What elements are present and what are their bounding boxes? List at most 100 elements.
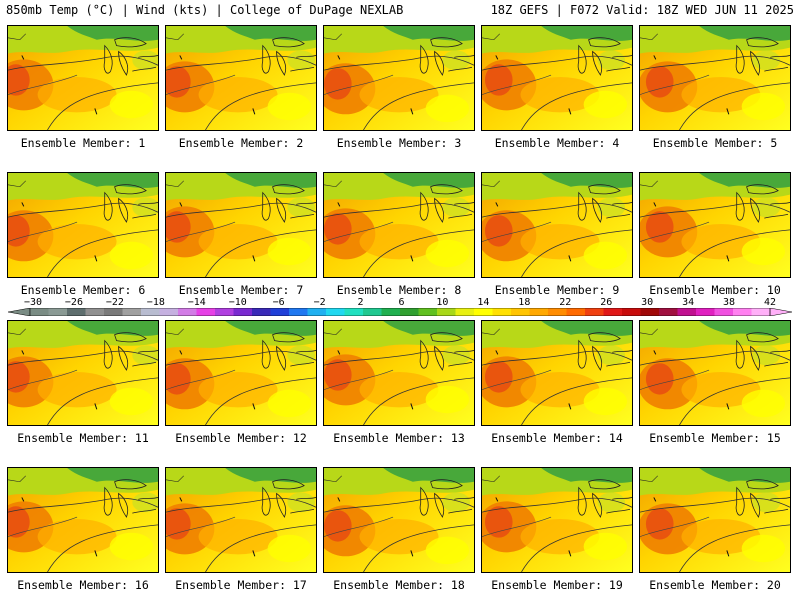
ensemble-member-label: Ensemble Member: 17 — [175, 578, 307, 592]
colorbar-swatch — [640, 308, 660, 316]
colorbar-swatch — [492, 308, 512, 316]
colorbar-tick-label: −2 — [313, 297, 326, 308]
ensemble-map-3 — [323, 25, 475, 131]
ensemble-map-18 — [323, 467, 475, 573]
colorbar-swatch — [363, 308, 382, 316]
ensemble-map-9 — [481, 172, 633, 278]
ensemble-map-16 — [7, 467, 159, 573]
colorbar-tick-label: −26 — [64, 297, 83, 308]
ensemble-map-17 — [165, 467, 317, 573]
colorbar-swatch — [733, 308, 752, 316]
colorbar-tick-label: 22 — [559, 297, 572, 308]
colorbar-tick-label: 14 — [477, 297, 490, 308]
ensemble-map-8 — [323, 172, 475, 278]
colorbar-tick-label: 42 — [763, 297, 777, 308]
ensemble-map-1 — [7, 25, 159, 131]
ensemble-map-12 — [165, 320, 317, 426]
colorbar-swatch — [122, 308, 142, 316]
map-header: 850mb Temp (°C) | Wind (kts) | College o… — [6, 3, 794, 19]
ensemble-map-2 — [165, 25, 317, 131]
ensemble-member-label: Ensemble Member: 11 — [17, 431, 149, 445]
ensemble-member-label: Ensemble Member: 15 — [649, 431, 781, 445]
colorbar-swatch — [141, 308, 160, 316]
colorbar-swatch — [252, 308, 271, 316]
ensemble-member-label: Ensemble Member: 9 — [494, 283, 620, 297]
ensemble-map-11 — [7, 320, 159, 426]
ensemble-map-14 — [481, 320, 633, 426]
colorbar-tick-label: −22 — [105, 297, 124, 308]
colorbar-tick-label: 2 — [357, 297, 364, 308]
colorbar-tick-label: 26 — [600, 297, 613, 308]
colorbar-swatch — [474, 308, 493, 316]
colorbar-swatch — [344, 308, 364, 316]
colorbar-swatch — [529, 308, 549, 316]
colorbar-swatch — [326, 308, 345, 316]
ensemble-map-5 — [639, 25, 791, 131]
ensemble-map-19 — [481, 467, 633, 573]
colorbar-swatch — [233, 308, 253, 316]
ensemble-member-label: Ensemble Member: 18 — [333, 578, 465, 592]
colorbar-tick-label: 34 — [682, 297, 695, 308]
ensemble-member-label: Ensemble Member: 14 — [491, 431, 623, 445]
colorbar-tick-label: 30 — [641, 297, 654, 308]
colorbar-swatch — [400, 308, 419, 316]
colorbar-swatch — [104, 308, 123, 316]
colorbar-swatch — [437, 308, 456, 316]
colorbar-swatch — [215, 308, 234, 316]
ensemble-map-10 — [639, 172, 791, 278]
colorbar-swatch — [511, 308, 530, 316]
colorbar-tick-label: −14 — [187, 297, 206, 308]
colorbar-tick-label: 18 — [518, 297, 531, 308]
colorbar-swatch — [85, 308, 105, 316]
colorbar-swatch — [622, 308, 641, 316]
ensemble-map-15 — [639, 320, 791, 426]
ensemble-member-label: Ensemble Member: 13 — [333, 431, 465, 445]
product-title: 850mb Temp (°C) | Wind (kts) | College o… — [6, 3, 404, 17]
colorbar-swatch — [67, 308, 86, 316]
colorbar-swatch — [455, 308, 475, 316]
ensemble-member-label: Ensemble Member: 20 — [649, 578, 781, 592]
colorbar-swatch — [566, 308, 586, 316]
colorbar-swatches — [8, 308, 792, 316]
ensemble-member-label: Ensemble Member: 7 — [178, 283, 304, 297]
ensemble-member-label: Ensemble Member: 16 — [17, 578, 149, 592]
colorbar-tick-label: −10 — [228, 297, 247, 308]
valid-time: 18Z GEFS | F072 Valid: 18Z WED JUN 11 20… — [490, 3, 794, 17]
ensemble-member-label: Ensemble Member: 6 — [20, 283, 146, 297]
colorbar-tick-label: 6 — [398, 297, 405, 308]
colorbar-swatch — [48, 308, 68, 316]
colorbar-swatch — [159, 308, 179, 316]
colorbar-swatch — [659, 308, 678, 316]
ensemble-member-label: Ensemble Member: 2 — [178, 136, 304, 150]
ensemble-member-label: Ensemble Member: 4 — [494, 136, 620, 150]
colorbar-tick-label: −6 — [272, 297, 285, 308]
colorbar-swatch — [696, 308, 715, 316]
colorbar-swatch — [381, 308, 401, 316]
colorbar-tick-label: 38 — [723, 297, 736, 308]
ensemble-map-4 — [481, 25, 633, 131]
colorbar-swatch — [30, 308, 49, 316]
colorbar-swatch — [289, 308, 308, 316]
ensemble-map-20 — [639, 467, 791, 573]
temperature-colorbar: −30 −26 −22 −18 −14 −10 −6 −2 2 6 10 14 18 22 26 30 34 38… — [8, 297, 792, 319]
ensemble-map-6 — [7, 172, 159, 278]
colorbar-tick-label: −18 — [146, 297, 165, 308]
colorbar-swatch — [677, 308, 697, 316]
colorbar-swatch — [418, 308, 438, 316]
colorbar-swatch — [196, 308, 216, 316]
colorbar-swatch — [751, 308, 771, 316]
colorbar-swatch — [270, 308, 290, 316]
ensemble-member-label: Ensemble Member: 1 — [20, 136, 146, 150]
colorbar-tick-label: 10 — [436, 297, 449, 308]
ensemble-member-label: Ensemble Member: 5 — [652, 136, 778, 150]
colorbar-swatch — [603, 308, 623, 316]
colorbar-swatch — [585, 308, 604, 316]
colorbar-swatch — [714, 308, 734, 316]
colorbar-labels: −30 −26 −22 −18 −14 −10 −6 −2 2 6 10 14 18 22 26 30 34 38… — [8, 297, 792, 308]
ensemble-member-label: Ensemble Member: 3 — [336, 136, 462, 150]
ensemble-member-label: Ensemble Member: 8 — [336, 283, 462, 297]
colorbar-swatch — [178, 308, 197, 316]
colorbar-tick-label: −30 — [23, 297, 43, 308]
ensemble-member-label: Ensemble Member: 10 — [649, 283, 781, 297]
ensemble-map-7 — [165, 172, 317, 278]
